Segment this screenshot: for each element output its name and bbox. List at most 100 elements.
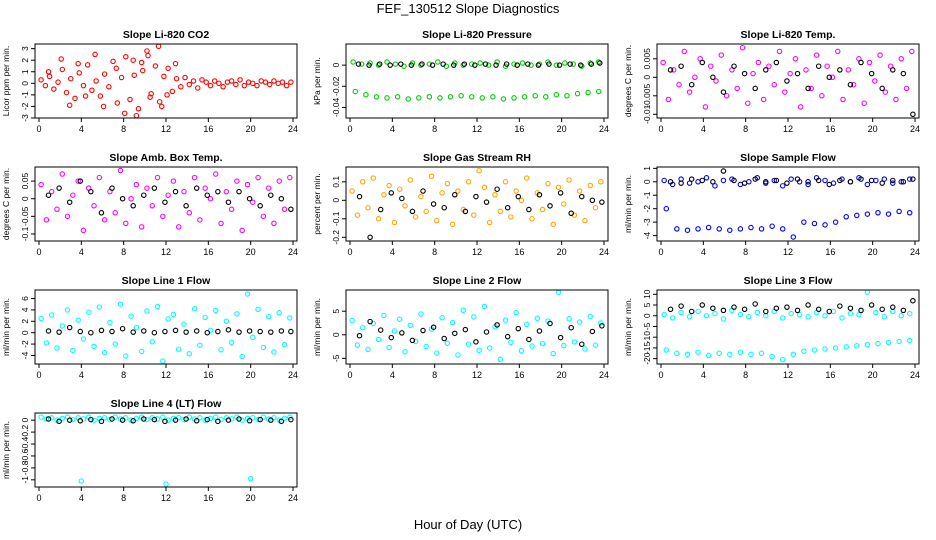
data-point — [183, 329, 189, 335]
data-point — [172, 60, 179, 67]
data-point — [523, 175, 530, 181]
y-axis-label: percent per min. — [312, 173, 322, 234]
y-tick-label: -5 — [331, 354, 341, 362]
data-point — [815, 306, 822, 313]
data-point — [367, 234, 373, 241]
data-point — [392, 61, 399, 67]
data-point — [822, 177, 828, 184]
data-point — [741, 180, 748, 186]
y-tick-label: -0.1 — [20, 226, 30, 241]
data-point — [203, 79, 209, 85]
data-point — [48, 188, 55, 195]
y-tick-label: 0 — [331, 198, 341, 203]
data-point — [556, 62, 563, 68]
data-point — [172, 417, 179, 423]
data-point — [824, 63, 830, 69]
y-tick-label: 3 — [20, 46, 30, 51]
x-tick-label: 8 — [121, 247, 126, 257]
x-tick-label: 24 — [288, 124, 298, 134]
data-point — [234, 311, 240, 317]
points — [38, 291, 294, 364]
data-point — [483, 199, 490, 205]
data-point — [381, 192, 387, 198]
x-tick-label: 0 — [36, 493, 41, 503]
data-point — [771, 177, 777, 184]
data-point — [595, 88, 602, 95]
data-point — [211, 78, 218, 84]
y-tick-label: -10 — [642, 331, 652, 344]
data-point — [119, 417, 126, 423]
data-point — [788, 310, 794, 317]
panel-title: Slope Sample Flow — [740, 152, 837, 164]
data-point — [513, 188, 519, 194]
data-point — [257, 328, 263, 335]
data-point — [278, 418, 285, 425]
data-point — [178, 84, 184, 90]
data-point — [250, 199, 256, 205]
x-tick-label: 4 — [79, 370, 84, 380]
data-point — [476, 347, 482, 354]
data-point — [562, 60, 568, 66]
data-point — [262, 79, 269, 85]
data-point — [246, 418, 253, 424]
x-tick-label: 20 — [868, 124, 878, 134]
data-point — [731, 177, 737, 184]
data-point — [241, 82, 248, 89]
data-point — [576, 188, 583, 194]
y-axis-label: Licor ppm per min. — [1, 46, 11, 116]
x-tick-label: 20 — [246, 247, 256, 257]
data-point — [165, 417, 171, 423]
data-point — [769, 223, 775, 229]
data-point — [737, 349, 744, 355]
x-tick-label: 12 — [783, 247, 793, 257]
data-point — [771, 81, 777, 88]
data-point — [70, 416, 76, 423]
x-tick-label: 20 — [557, 370, 567, 380]
data-point — [779, 183, 786, 189]
y-axis-label: ml/min per min. — [623, 298, 633, 356]
data-point — [59, 323, 66, 329]
data-point — [773, 177, 780, 184]
data-point — [553, 91, 560, 98]
data-point — [51, 86, 57, 92]
data-point — [384, 59, 390, 65]
y-tick-label: -1 — [642, 191, 652, 199]
data-point — [737, 226, 744, 232]
y-axis-label: degrees C per min. — [1, 168, 11, 240]
x-tick-label: 4 — [390, 370, 395, 380]
data-point — [156, 99, 163, 105]
panel-title: Slope Line 4 (LT) Flow — [111, 398, 222, 410]
data-point — [508, 339, 514, 346]
data-point — [246, 328, 253, 334]
data-point — [216, 80, 222, 87]
data-point — [154, 303, 161, 310]
data-point — [193, 328, 200, 334]
data-point — [193, 418, 200, 424]
data-point — [117, 301, 124, 307]
data-point — [568, 324, 574, 331]
data-point — [688, 81, 695, 88]
data-point — [276, 310, 282, 316]
data-point — [550, 350, 556, 357]
data-point — [508, 214, 514, 220]
y-tick-label: 0 — [20, 81, 30, 86]
data-point — [247, 475, 254, 482]
data-point — [518, 348, 525, 354]
data-point — [75, 178, 81, 184]
data-point — [207, 415, 214, 422]
data-point — [402, 203, 408, 209]
data-point — [388, 190, 395, 196]
x-tick-label: 4 — [390, 124, 395, 134]
data-point — [461, 61, 468, 67]
data-point — [585, 89, 591, 96]
data-point — [204, 416, 211, 423]
data-point — [366, 62, 372, 68]
data-point — [794, 70, 801, 77]
y-tick-label: -0.01 — [642, 104, 652, 124]
data-point — [101, 217, 108, 223]
data-point — [794, 307, 801, 314]
data-point — [490, 94, 496, 100]
data-point — [42, 82, 49, 89]
y-tick-label: -0.1 — [331, 211, 341, 226]
